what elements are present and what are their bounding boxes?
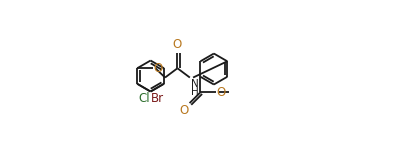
Text: N
H: N H: [191, 79, 199, 97]
Text: O: O: [153, 62, 162, 75]
Text: O: O: [217, 86, 226, 99]
Text: O: O: [173, 38, 182, 51]
Text: Br: Br: [151, 92, 164, 105]
Text: Cl: Cl: [138, 92, 150, 105]
Text: O: O: [179, 104, 189, 117]
